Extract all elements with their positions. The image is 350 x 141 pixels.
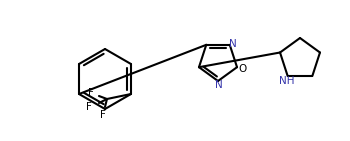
Text: F: F: [88, 88, 94, 98]
Text: N: N: [229, 39, 237, 49]
Text: NH: NH: [279, 76, 294, 86]
Text: F: F: [86, 102, 92, 112]
Text: N: N: [215, 80, 223, 90]
Text: O: O: [238, 64, 246, 74]
Text: F: F: [100, 110, 106, 120]
